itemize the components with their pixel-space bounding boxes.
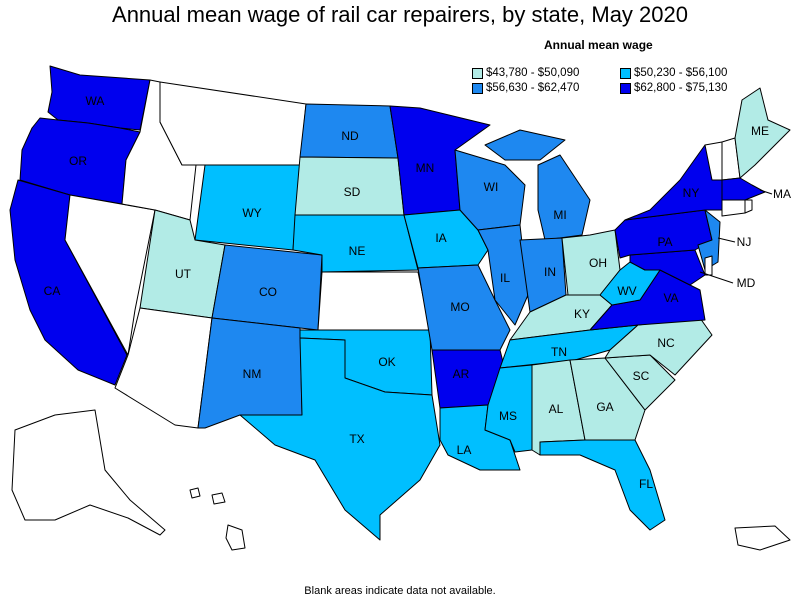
legend-item-3: $56,630 - $62,470 xyxy=(472,82,579,94)
label-UT: UT xyxy=(175,267,192,281)
legend-item-1: $43,780 - $50,090 xyxy=(472,67,579,79)
footnote: Blank areas indicate data not available. xyxy=(304,585,496,597)
territory-PR[interactable] xyxy=(734,525,791,551)
leader-line-MA xyxy=(759,189,773,195)
legend-swatch-4 xyxy=(620,82,631,94)
label-MS: MS xyxy=(499,409,517,423)
label-WA: WA xyxy=(86,94,105,108)
state-MD[interactable] xyxy=(629,249,706,286)
leader-line-MD xyxy=(699,271,734,284)
state-DE[interactable] xyxy=(704,255,713,276)
legend-swatch-2 xyxy=(620,67,631,79)
state-HI-big-island[interactable] xyxy=(225,524,246,551)
label-TN: TN xyxy=(551,345,567,359)
label-IA: IA xyxy=(435,231,446,245)
leader-line-NJ xyxy=(717,237,736,243)
label-MN: MN xyxy=(416,161,435,175)
state-RI[interactable] xyxy=(744,199,753,214)
label-IN: IN xyxy=(544,265,556,279)
state-ME[interactable] xyxy=(734,87,791,179)
state-CT[interactable] xyxy=(721,199,746,217)
state-PA[interactable] xyxy=(614,209,713,259)
label-CO: CO xyxy=(259,285,277,299)
legend-item-2: $50,230 - $56,100 xyxy=(620,67,727,79)
label-CA: CA xyxy=(44,284,61,298)
label-NE: NE xyxy=(349,244,366,258)
label-MD: MD xyxy=(737,276,756,290)
legend-label-3: $56,630 - $62,470 xyxy=(486,82,580,94)
label-SD: SD xyxy=(344,185,361,199)
map-title: Annual mean wage of rail car repairers, … xyxy=(112,2,688,27)
label-ME: ME xyxy=(751,124,769,138)
state-HI-island[interactable] xyxy=(211,492,226,505)
state-KS[interactable] xyxy=(317,271,431,331)
label-MA: MA xyxy=(773,187,791,201)
label-IL: IL xyxy=(500,271,510,285)
label-LA: LA xyxy=(457,443,472,457)
label-WI: WI xyxy=(484,180,499,194)
label-SC: SC xyxy=(633,369,650,383)
label-NM: NM xyxy=(243,367,262,381)
state-FL[interactable] xyxy=(539,439,666,531)
state-NC[interactable] xyxy=(604,317,713,376)
state-MT[interactable] xyxy=(159,81,307,166)
legend-item-4: $62,800 - $75,130 xyxy=(620,82,727,94)
label-MO: MO xyxy=(450,300,469,314)
state-labels: WA OR CA WY UT CO NM ND SD NE OK TX MN I… xyxy=(44,94,791,491)
label-OR: OR xyxy=(69,154,87,168)
state-TX[interactable] xyxy=(239,337,441,541)
label-GA: GA xyxy=(596,400,613,414)
label-NJ: NJ xyxy=(737,235,752,249)
legend-label-1: $43,780 - $50,090 xyxy=(486,67,580,79)
label-OK: OK xyxy=(378,355,395,369)
legend-swatch-1 xyxy=(472,67,483,79)
state-HI[interactable] xyxy=(189,487,201,499)
label-PA: PA xyxy=(657,235,672,249)
legend-title: Annual mean wage xyxy=(544,38,653,52)
label-AR: AR xyxy=(453,367,470,381)
label-TX: TX xyxy=(349,432,364,446)
state-MI-upper[interactable] xyxy=(484,129,566,161)
state-MA[interactable] xyxy=(721,177,766,201)
legend-label-2: $50,230 - $56,100 xyxy=(634,67,728,79)
legend-swatch-3 xyxy=(472,82,483,94)
label-OH: OH xyxy=(589,256,607,270)
label-KY: KY xyxy=(574,307,590,321)
label-AL: AL xyxy=(549,402,564,416)
label-ND: ND xyxy=(341,129,359,143)
state-MI[interactable] xyxy=(537,154,591,241)
state-GA[interactable] xyxy=(569,357,646,441)
label-WV: WV xyxy=(617,284,636,298)
label-NC: NC xyxy=(657,336,675,350)
label-FL: FL xyxy=(639,477,653,491)
label-VA: VA xyxy=(663,291,678,305)
legend-label-4: $62,800 - $75,130 xyxy=(634,82,728,94)
label-WY: WY xyxy=(242,206,261,220)
state-AK[interactable] xyxy=(11,409,166,536)
label-NY: NY xyxy=(683,186,700,200)
state-IL[interactable] xyxy=(477,224,529,326)
label-MI: MI xyxy=(553,208,566,222)
